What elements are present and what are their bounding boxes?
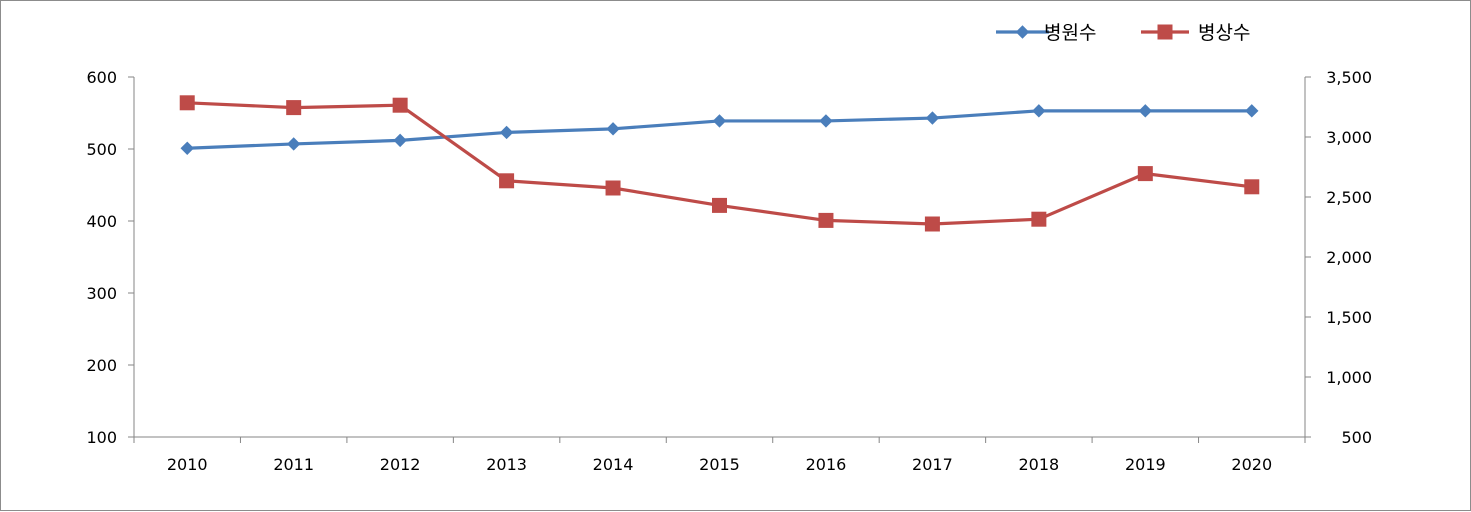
legend-label: 병원수 — [1044, 22, 1096, 44]
data-point — [605, 180, 621, 196]
y-right-tick-label: 2,000 — [1326, 248, 1372, 267]
data-point — [1137, 166, 1153, 182]
series-beds — [179, 95, 1260, 232]
series-hospitals — [180, 104, 1259, 155]
legend-item: 병원수 — [996, 22, 1096, 44]
y-right-tick-label: 1,500 — [1326, 308, 1372, 327]
data-point — [818, 212, 834, 228]
y-left-tick-label: 100 — [86, 428, 117, 447]
data-point — [392, 97, 408, 113]
y-left-tick-label: 300 — [86, 284, 117, 303]
data-point — [393, 133, 407, 148]
y-right-tick-label: 500 — [1341, 428, 1372, 447]
data-point — [1032, 104, 1046, 118]
series-layer — [179, 95, 1260, 232]
axes: 100 200 300 400 500 600 500 1,000 1,500 2,000 2,50… — [86, 68, 1372, 474]
data-point — [286, 100, 302, 116]
data-point — [499, 173, 515, 189]
legend-item: 병상수 — [1141, 22, 1250, 44]
data-point — [1138, 104, 1153, 118]
x-tick-label: 2010 — [167, 455, 208, 474]
data-point — [180, 141, 194, 155]
legend: 병원수 병상수 — [996, 22, 1250, 44]
x-tick-label: 2014 — [593, 455, 634, 474]
data-point — [712, 197, 727, 213]
x-tick-label: 2013 — [486, 455, 527, 474]
y-left-tick-label: 500 — [86, 140, 117, 159]
data-point — [1244, 179, 1260, 195]
data-point — [924, 216, 940, 232]
legend-marker — [1157, 24, 1173, 40]
x-tick-label: 2018 — [1019, 455, 1060, 474]
y-right-tick-label: 1,000 — [1326, 368, 1372, 387]
data-point — [606, 122, 620, 136]
x-tick-label: 2020 — [1231, 455, 1272, 474]
data-point — [179, 95, 195, 111]
legend-label: 병상수 — [1198, 22, 1250, 44]
data-point — [1245, 104, 1259, 118]
data-point — [819, 114, 833, 128]
data-point — [712, 114, 727, 128]
data-point — [499, 125, 514, 140]
y-right-tick-label: 3,000 — [1326, 128, 1372, 147]
y-right-tick-label: 2,500 — [1326, 188, 1372, 207]
x-tick-label: 2017 — [912, 455, 953, 474]
x-tick-label: 2012 — [380, 455, 421, 474]
y-right-tick-label: 3,500 — [1326, 68, 1372, 87]
y-left-tick-label: 400 — [86, 212, 117, 231]
x-tick-label: 2016 — [806, 455, 847, 474]
y-left-tick-label: 600 — [86, 68, 117, 87]
data-point — [286, 137, 301, 151]
legend-marker — [1015, 25, 1030, 39]
x-tick-label: 2011 — [273, 455, 314, 474]
x-tick-label: 2019 — [1125, 455, 1166, 474]
y-left-tick-label: 200 — [86, 356, 117, 375]
data-point — [1031, 211, 1047, 227]
data-point — [925, 111, 940, 125]
x-tick-label: 2015 — [699, 455, 740, 474]
